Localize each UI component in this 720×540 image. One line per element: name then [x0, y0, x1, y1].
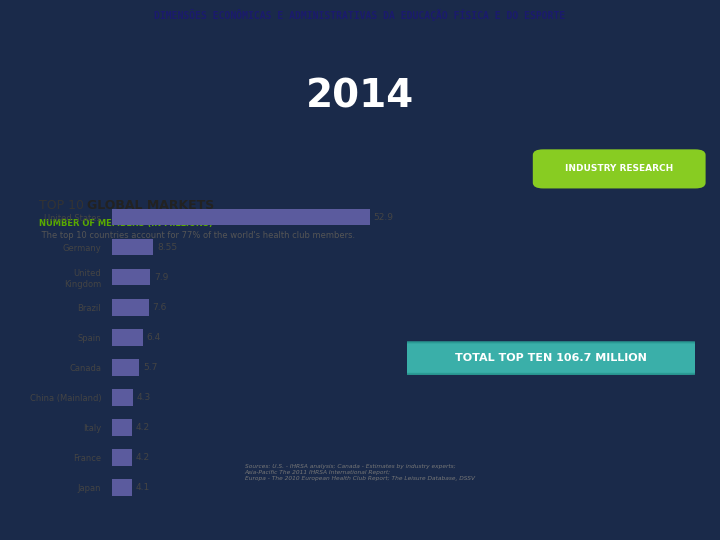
- Text: 5.7: 5.7: [143, 363, 158, 372]
- Bar: [112, 209, 369, 225]
- Bar: [112, 359, 140, 376]
- Text: 4.2: 4.2: [136, 453, 150, 462]
- Bar: [112, 269, 150, 286]
- Text: 4.3: 4.3: [137, 393, 150, 402]
- Bar: [112, 449, 132, 466]
- Text: INDUSTRY RESEARCH: INDUSTRY RESEARCH: [565, 164, 673, 173]
- Text: 6.4: 6.4: [147, 333, 161, 342]
- Text: 4.1: 4.1: [135, 483, 150, 492]
- Text: 7.9: 7.9: [154, 273, 168, 282]
- Text: Sources: U.S. - IHRSA analysis; Canada - Estimates by industry experts;
Asia-Pac: Sources: U.S. - IHRSA analysis; Canada -…: [245, 464, 474, 481]
- Text: TOP 10: TOP 10: [39, 199, 88, 212]
- Bar: [112, 389, 132, 406]
- Text: DIMENSÕES ECONÔMICAS E ADMINISTRATIVAS DA EDUCAÇÃO FÍSICA E DO ESPORTE: DIMENSÕES ECONÔMICAS E ADMINISTRATIVAS D…: [154, 9, 566, 21]
- Text: 2014: 2014: [306, 78, 414, 116]
- Text: GLOBAL MARKETS: GLOBAL MARKETS: [87, 199, 215, 212]
- Text: 8.55: 8.55: [157, 242, 177, 252]
- Text: 4.2: 4.2: [136, 423, 150, 432]
- Bar: [112, 299, 148, 315]
- Text: NUMBER OF MEMBERS (IN MILLIONS): NUMBER OF MEMBERS (IN MILLIONS): [39, 219, 212, 228]
- Bar: [112, 480, 132, 496]
- Text: TOTAL TOP TEN 106.7 MILLION: TOTAL TOP TEN 106.7 MILLION: [455, 353, 647, 363]
- Text: 7.6: 7.6: [153, 303, 167, 312]
- FancyBboxPatch shape: [398, 342, 701, 374]
- Text: The top 10 countries account for 77% of the world's health club members.: The top 10 countries account for 77% of …: [39, 231, 355, 240]
- FancyBboxPatch shape: [533, 150, 706, 188]
- Bar: [112, 329, 143, 346]
- Bar: [112, 239, 153, 255]
- Bar: [112, 419, 132, 436]
- Text: 52.9: 52.9: [374, 213, 394, 221]
